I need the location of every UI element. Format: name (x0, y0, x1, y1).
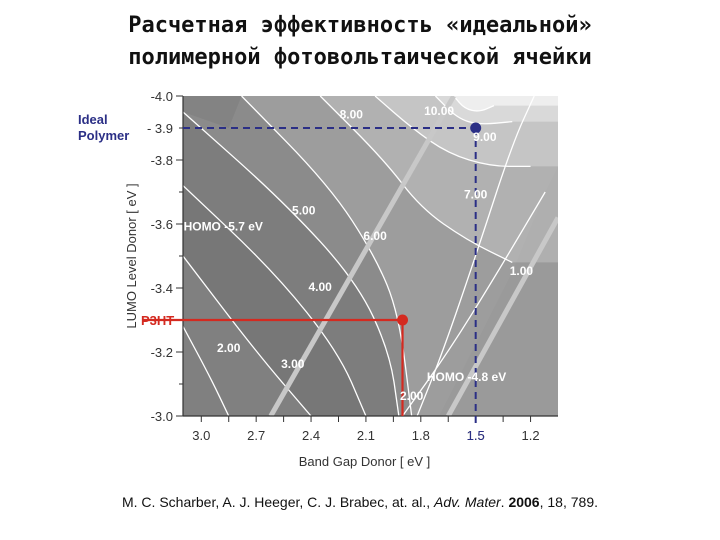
contour-line (183, 255, 312, 416)
x-tick-label: 1.5 (467, 428, 485, 443)
y-tick-label: -3.8 (151, 153, 173, 168)
homo-lines (268, 96, 558, 416)
slide-title: Расчетная эффективность «идеальной» поли… (0, 10, 720, 74)
p3ht-label: P3HT (141, 313, 174, 328)
contour-line (434, 96, 513, 125)
y-axis-label: LUMO Level Donor [ eV ] (124, 183, 139, 328)
y-tick-label: -3.4 (151, 281, 173, 296)
y-tick-label: -3.2 (151, 345, 173, 360)
contour-label: 4.00 (309, 280, 333, 294)
ideal-x-tick-label: 1.5 (467, 428, 485, 443)
x-tick-label: 1.8 (412, 428, 430, 443)
homo-line-label: HOMO -4.8 eV (427, 370, 506, 384)
citation: M. C. Scharber, A. J. Heeger, C. J. Brab… (121, 494, 598, 510)
homo-line-2 (446, 216, 558, 416)
contour-label: 7.00 (464, 187, 488, 201)
citation-authors: M. C. Scharber, A. J. Heeger, C. J. Brab… (121, 494, 431, 510)
contour-label: 10.00 (424, 104, 454, 118)
contour-line (183, 111, 400, 416)
x-tick-label: 2.4 (302, 428, 320, 443)
contour-line (183, 326, 230, 416)
citation-journal: Adv. Mater (434, 494, 501, 510)
y-tick-label: -4.0 (151, 89, 173, 104)
ideal-polymer-label: Polymer (78, 128, 129, 143)
contour-label: 6.00 (363, 229, 387, 243)
x-tick-label: 1.2 (522, 428, 540, 443)
citation-year: 2006 (508, 494, 540, 510)
homo-line-1 (268, 96, 456, 416)
contour-line (416, 96, 535, 416)
slide-title-line-1: Расчетная эффективность «идеальной» (128, 13, 592, 38)
contour-label: 5.00 (292, 203, 316, 217)
axes: -4.0 -3.8 -3.6 -3.4 -3.2 -3.0 3.0 2.7 2.4 2.1 1.8 1… (124, 89, 558, 469)
y-tick-label: -3.0 (151, 409, 173, 424)
ideal-polymer-marker (470, 122, 482, 134)
contour-fills (183, 96, 558, 416)
contour-label: 9.00 (473, 130, 497, 144)
contour-label: 3.00 (281, 357, 305, 371)
citation-rest: , 18, 789. (539, 494, 598, 510)
p3ht-marker (397, 314, 409, 326)
contour-label: 1.00 (510, 264, 534, 278)
contour-line (183, 185, 367, 416)
x-tick-label: 3.0 (192, 428, 210, 443)
plot-area (183, 96, 558, 416)
ideal-polymer-label: Ideal (78, 112, 108, 127)
x-tick-label: 2.7 (247, 428, 265, 443)
contour-label: 2.00 (400, 389, 424, 403)
contour-lines (183, 96, 546, 416)
homo-line-label: HOMO -5.7 eV (184, 219, 263, 233)
x-tick-label: 2.1 (357, 428, 375, 443)
contour-label: 8.00 (340, 107, 364, 121)
contour-label: 2.00 (217, 341, 241, 355)
y-tick-label: -3.6 (151, 217, 173, 232)
contour-line (401, 191, 546, 416)
ideal-y-tick-label: - 3.9 (147, 121, 173, 136)
x-axis-label: Band Gap Donor [ eV ] (299, 454, 431, 469)
slide-title-line-2: полимерной фотовольтаической ячейки (128, 45, 592, 70)
reference-lines (143, 122, 482, 426)
